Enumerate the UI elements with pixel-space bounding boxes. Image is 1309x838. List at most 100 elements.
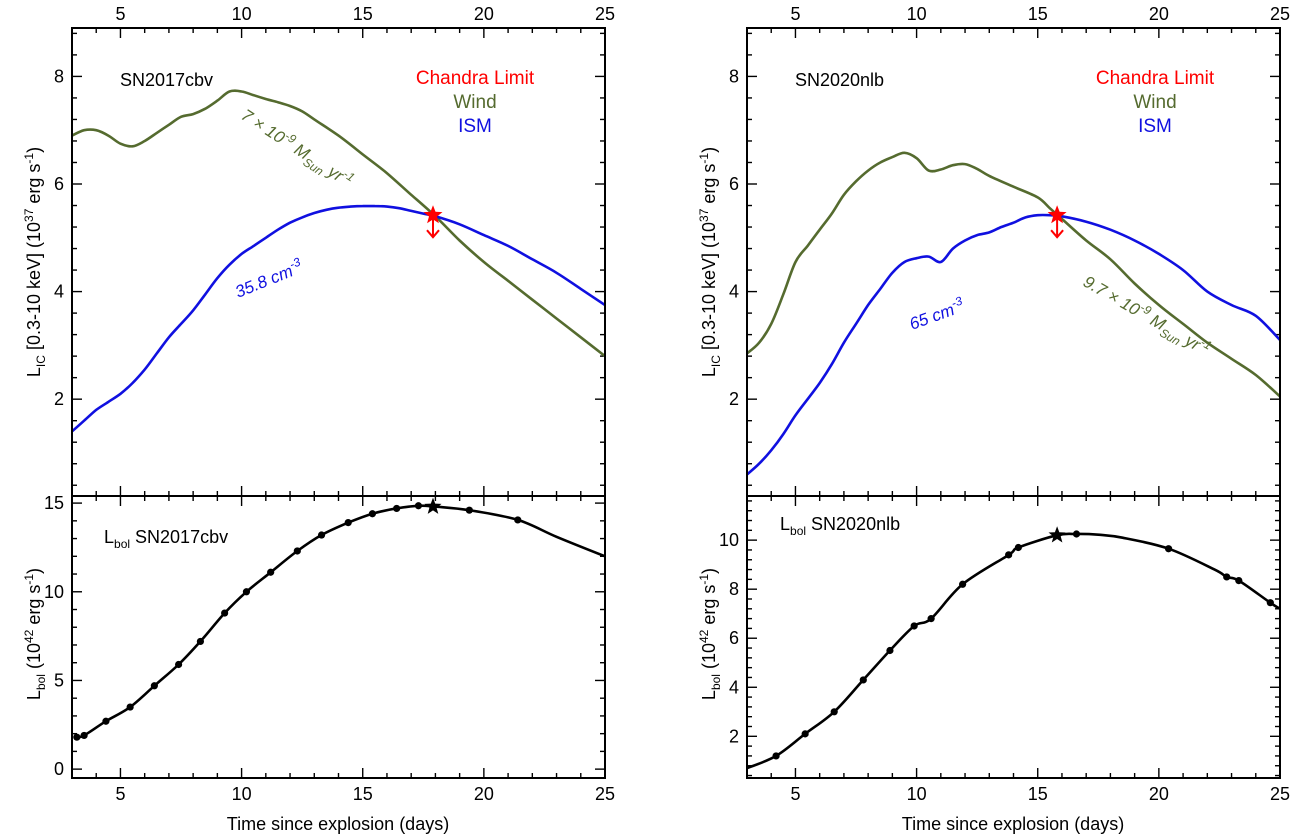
- y-tick-label: 4: [729, 677, 739, 697]
- data-point: [102, 718, 109, 725]
- panel-frame: [72, 28, 605, 496]
- data-point: [1165, 545, 1172, 552]
- legend-wind: Wind: [1133, 92, 1176, 113]
- data-point: [860, 676, 867, 683]
- data-point: [1005, 551, 1012, 558]
- data-point: [73, 734, 80, 741]
- wind-rate-annotation: 9.7 × 10-9 MSun yr-1: [1078, 269, 1214, 363]
- x-tick-label: 25: [595, 784, 615, 804]
- data-point: [831, 708, 838, 715]
- x-tick-label: 20: [1149, 784, 1169, 804]
- top-x-tick-label: 15: [1028, 4, 1048, 24]
- data-point: [1073, 530, 1080, 537]
- data-point: [1235, 577, 1242, 584]
- legend-chandra-limit: Chandra Limit: [1096, 68, 1215, 89]
- top-x-tick-labels: 5 10 15 20 25: [790, 4, 1290, 24]
- data-point: [318, 531, 325, 538]
- panel-sn2017cbv-bolometric: 5 10 15 20 25 051015 Lbol SN2017cbv: [44, 493, 615, 804]
- y-tick-label: 4: [54, 282, 64, 302]
- y-axis-title-right-bottom: Lbol (1042 erg s-1): [697, 568, 723, 700]
- peak-star-marker: [424, 498, 441, 514]
- data-point: [802, 730, 809, 737]
- y-tick-label: 2: [729, 389, 739, 409]
- y-tick-labels: 2 4 6 8: [54, 66, 64, 409]
- data-point: [221, 609, 228, 616]
- axes-ticks: [747, 28, 1280, 496]
- data-point: [151, 682, 158, 689]
- data-point: [1223, 573, 1230, 580]
- top-x-tick-label: 25: [1270, 4, 1290, 24]
- plot-area: [747, 530, 1280, 768]
- y-tick-label: 0: [54, 759, 64, 779]
- ism-density-annotation: 65 cm-3: [906, 293, 967, 333]
- panel-sn2020nlb-bolometric: 5 10 15 20 25 2 4 6 8 10 Lbol SN2020nlb: [719, 496, 1290, 804]
- wind-rate-annotation: 7 × 10-9 MSun yr-1: [236, 103, 358, 195]
- data-point: [369, 510, 376, 517]
- data-point: [886, 647, 893, 654]
- y-tick-label: 4: [729, 282, 739, 302]
- plot-area: [747, 153, 1280, 475]
- data-point: [294, 547, 301, 554]
- top-x-tick-label: 10: [907, 4, 927, 24]
- data-point: [1267, 599, 1274, 606]
- top-x-tick-label: 10: [232, 4, 252, 24]
- legend-ism: ISM: [458, 116, 492, 137]
- y-tick-label: 10: [719, 530, 739, 550]
- x-tick-label: 5: [115, 784, 125, 804]
- panel-label-sn2020nlb: SN2020nlb: [795, 70, 884, 90]
- series-line-wind: [72, 91, 605, 356]
- legend-wind: Wind: [453, 92, 496, 113]
- data-point: [772, 752, 779, 759]
- data-point: [911, 622, 918, 629]
- y-tick-label: 5: [54, 670, 64, 690]
- data-point: [175, 661, 182, 668]
- top-x-tick-label: 25: [595, 4, 615, 24]
- panel-frame: [747, 28, 1280, 496]
- legend-chandra-limit: Chandra Limit: [416, 68, 535, 89]
- top-x-tick-label: 20: [474, 4, 494, 24]
- x-tick-label: 15: [1028, 784, 1048, 804]
- y-axis-title-right-top: LIC [0.3-10 keV] (1037 erg s-1): [697, 147, 723, 377]
- y-tick-label: 2: [729, 726, 739, 746]
- x-tick-label: 5: [790, 784, 800, 804]
- top-x-tick-label: 5: [115, 4, 125, 24]
- y-tick-label: 6: [729, 628, 739, 648]
- y-tick-label: 8: [729, 579, 739, 599]
- x-tick-label: 20: [474, 784, 494, 804]
- x-tick-label: 10: [907, 784, 927, 804]
- y-tick-labels: 0 5 10 15: [44, 493, 64, 779]
- x-tick-labels: 5 10 15 20 25: [790, 784, 1290, 804]
- y-tick-label: 2: [54, 389, 64, 409]
- y-tick-label: 6: [729, 174, 739, 194]
- peak-star-marker: [1049, 526, 1066, 542]
- y-tick-label: 10: [44, 582, 64, 602]
- data-point: [345, 519, 352, 526]
- legend-ism: ISM: [1138, 116, 1172, 137]
- data-point: [243, 588, 250, 595]
- y-tick-label: 8: [729, 66, 739, 86]
- data-point: [514, 516, 521, 523]
- axes-ticks: [747, 496, 1280, 778]
- x-tick-label: 15: [353, 784, 373, 804]
- data-point: [81, 732, 88, 739]
- y-axis-title-left-top: LIC [0.3-10 keV] (1037 erg s-1): [22, 147, 48, 377]
- x-axis-title-left: Time since explosion (days): [227, 814, 449, 834]
- data-point: [127, 703, 134, 710]
- x-axis-title-right: Time since explosion (days): [902, 814, 1124, 834]
- top-x-tick-labels: 5 10 15 20 25: [115, 4, 615, 24]
- axes-ticks: [72, 28, 605, 496]
- data-point: [928, 615, 935, 622]
- series-line-lbol: [747, 534, 1280, 768]
- y-tick-label: 8: [54, 66, 64, 86]
- y-tick-labels: 2 4 6 8 10: [719, 530, 739, 746]
- data-point: [1015, 544, 1022, 551]
- y-tick-label: 6: [54, 174, 64, 194]
- top-x-tick-label: 15: [353, 4, 373, 24]
- y-tick-label: 15: [44, 493, 64, 513]
- series-line-ism: [72, 206, 605, 431]
- ism-density-annotation: 35.8 cm-3: [231, 255, 306, 302]
- data-point: [415, 502, 422, 509]
- panel-sn2020nlb-xray: 5 10 15 20 25 2468 SN2020nlb Chandra Limit W…: [729, 4, 1290, 496]
- data-point: [466, 507, 473, 514]
